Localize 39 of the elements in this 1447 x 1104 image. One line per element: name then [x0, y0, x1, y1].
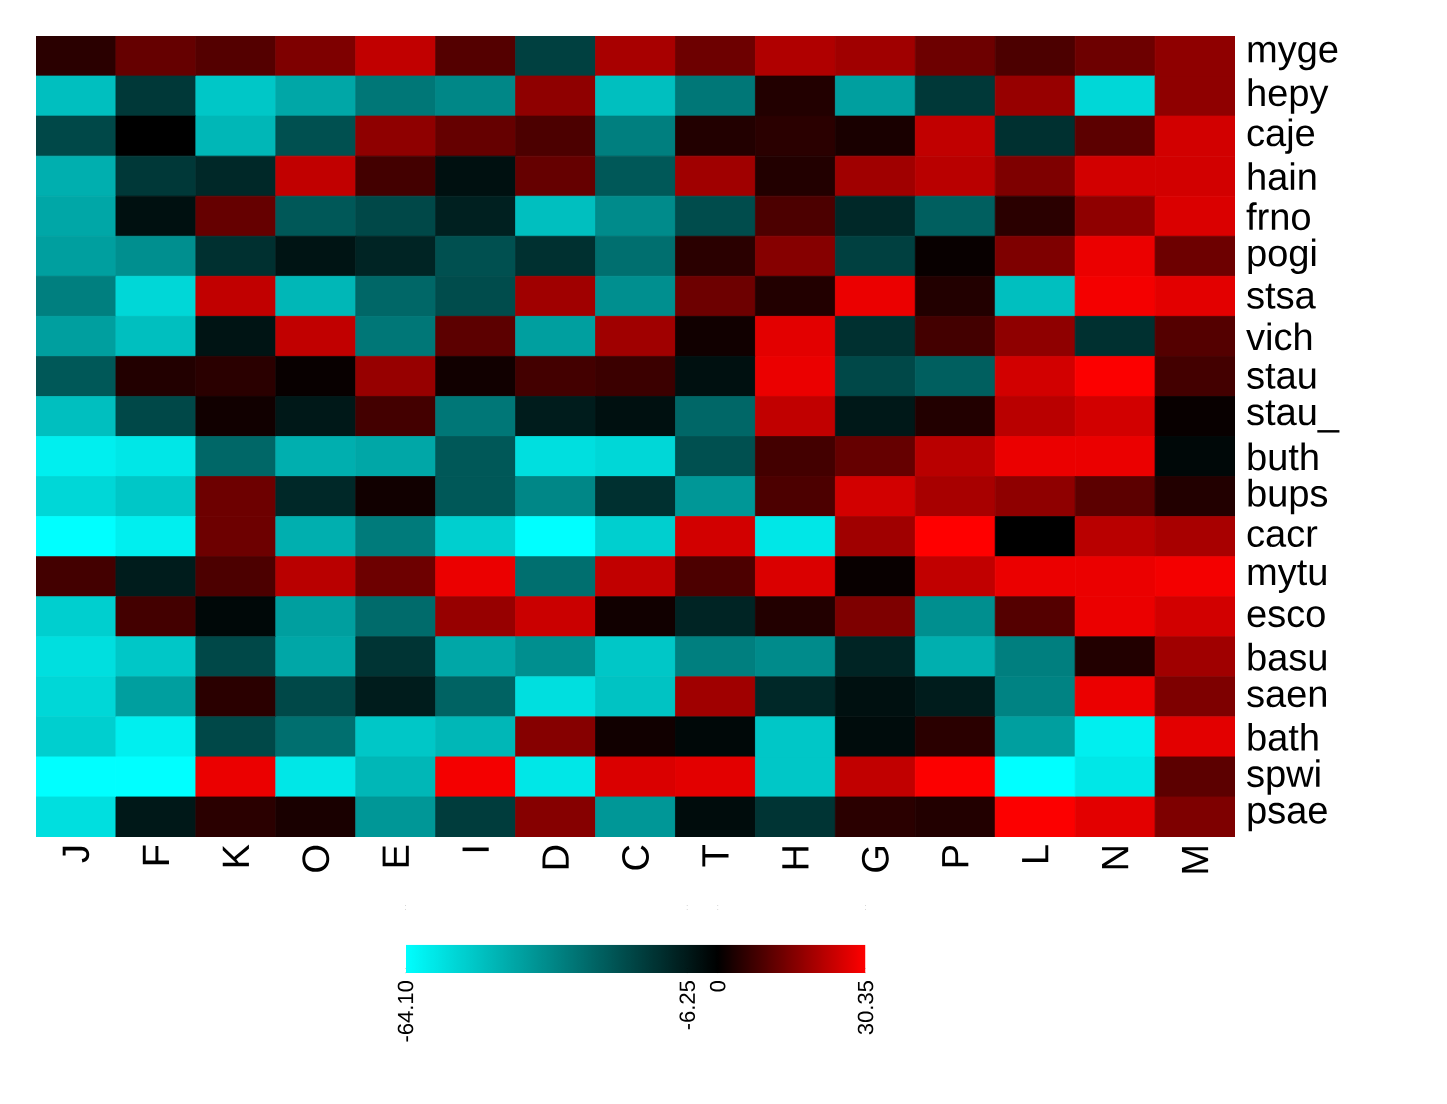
y-tick-label: hain	[1248, 162, 1316, 191]
y-tick-label: mytu	[1248, 560, 1326, 593]
y-tick-label: stsa	[1247, 283, 1316, 309]
x-tick-label: I	[462, 847, 489, 852]
y-tick-label: bath	[1248, 722, 1318, 751]
y-tick-label: basu	[1248, 642, 1326, 671]
x-tick-label: K	[222, 844, 249, 867]
y-tick-label: bups	[1248, 478, 1328, 515]
x-tick-label: E	[382, 845, 409, 867]
x-tick-label: M	[1181, 847, 1209, 873]
x-tick-label: O	[302, 845, 330, 872]
color-bar-label: 30.35	[857, 981, 874, 1035]
y-tick-label: stau	[1247, 363, 1316, 389]
color-bar-label: -6.25	[679, 981, 696, 1030]
y-tick-label: frno	[1246, 202, 1310, 231]
x-tick-label: G	[861, 846, 889, 872]
y-tick-label: buth	[1248, 442, 1318, 471]
x-tick-label: C	[622, 845, 649, 870]
x-tick-label: F	[142, 845, 169, 865]
y-tick-label: spwi	[1247, 759, 1320, 795]
y-tick-label: vich	[1246, 322, 1312, 351]
x-tick-label: H	[782, 847, 809, 869]
x-tick-label: P	[942, 846, 969, 867]
y-tick-label: esco	[1247, 606, 1325, 628]
x-tick-label: J	[62, 846, 90, 863]
x-tick-label: T	[702, 844, 729, 867]
y-tick-label: cacr	[1247, 526, 1318, 548]
y-tick-label: pogi	[1248, 238, 1316, 274]
y-tick-label: caje	[1247, 118, 1315, 154]
y-tick-label: myge	[1248, 41, 1338, 71]
x-tick-label: L	[1022, 845, 1049, 863]
color-bar-label: 0	[709, 980, 726, 992]
y-tick-label: psae	[1248, 802, 1327, 832]
y-tick-label: stau_	[1247, 400, 1340, 433]
x-tick-label: D	[542, 845, 569, 869]
y-tick-label: saen	[1247, 686, 1326, 708]
color-bar-label: -64.10	[397, 980, 414, 1042]
x-tick-label: N	[1102, 847, 1129, 869]
y-tick-label: hepy	[1248, 78, 1329, 114]
